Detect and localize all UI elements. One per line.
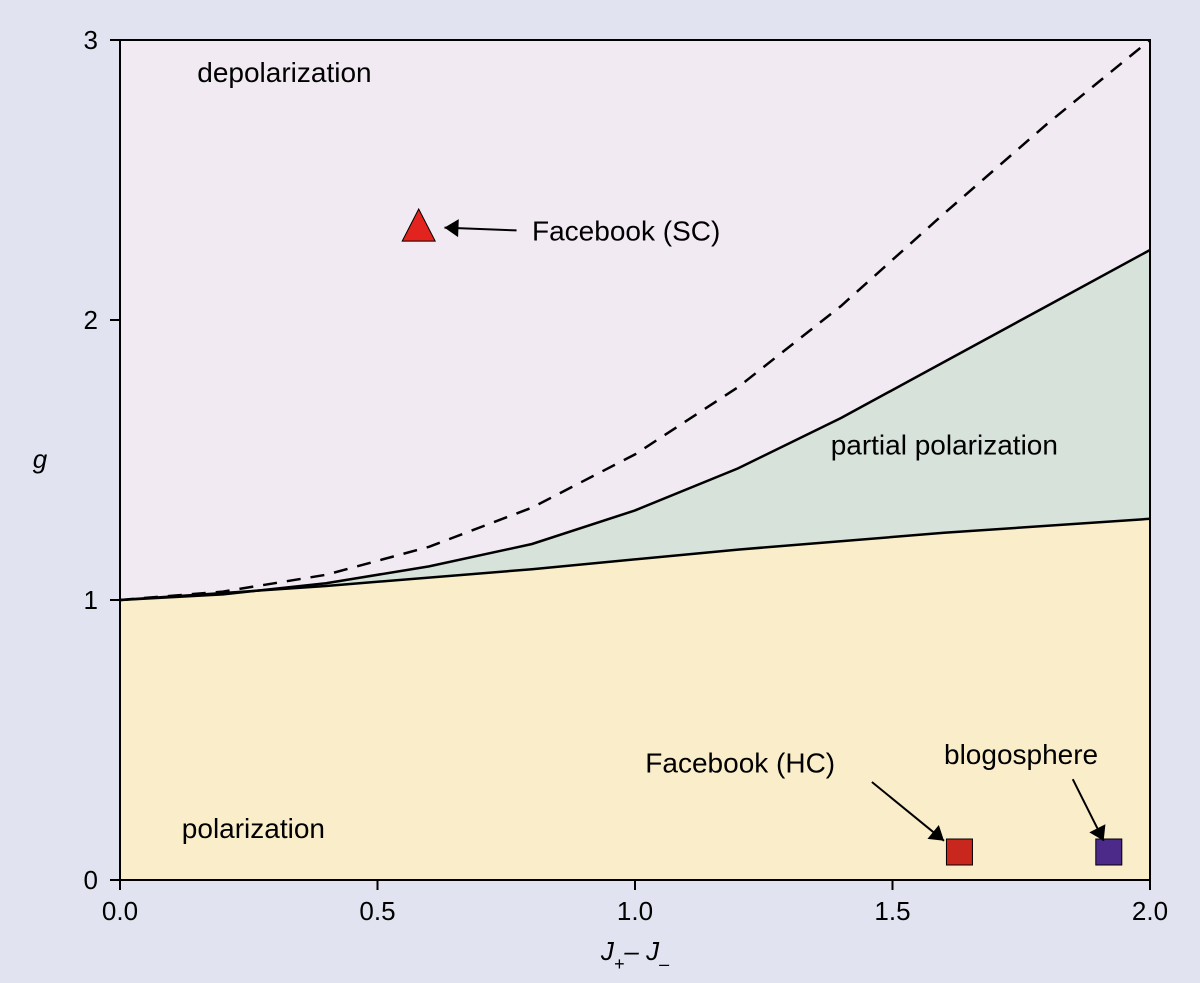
chart-canvas: 0.00.51.01.52.00123J+– J–gdepolarization…: [0, 0, 1200, 983]
y-tick-label: 0: [84, 865, 98, 895]
region-label-depolarization: depolarization: [197, 57, 371, 88]
label-blogosphere: blogosphere: [944, 739, 1098, 770]
label-facebook-sc: Facebook (SC): [532, 215, 720, 246]
label-facebook-hc: Facebook (HC): [645, 747, 835, 778]
x-tick-label: 1.5: [874, 896, 910, 926]
x-tick-label: 0.5: [359, 896, 395, 926]
x-tick-label: 1.0: [617, 896, 653, 926]
x-tick-label: 2.0: [1132, 896, 1168, 926]
x-tick-label: 0.0: [102, 896, 138, 926]
chart-svg: 0.00.51.01.52.00123J+– J–gdepolarization…: [0, 0, 1200, 983]
y-tick-label: 1: [84, 585, 98, 615]
point-facebook-hc: [946, 839, 972, 865]
y-axis-title: g: [33, 444, 48, 474]
region-label-polarization: polarization: [182, 813, 325, 844]
point-blogosphere: [1096, 839, 1122, 865]
y-tick-label: 3: [84, 25, 98, 55]
region-label-partial-polarization: partial polarization: [831, 429, 1058, 460]
y-tick-label: 2: [84, 305, 98, 335]
